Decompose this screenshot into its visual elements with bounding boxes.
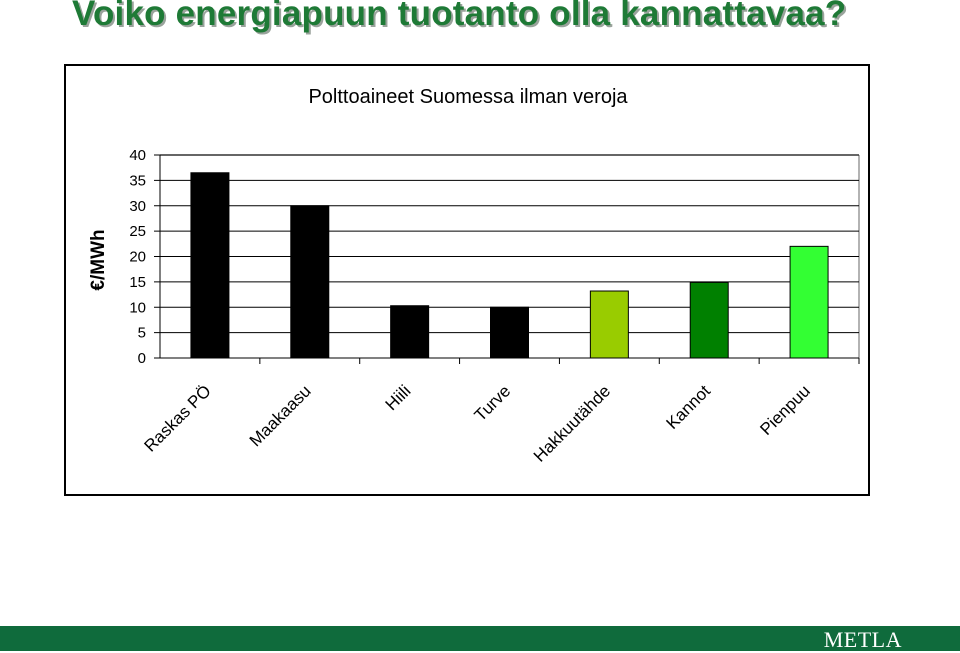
x-tick-label: Pienpuu [756,381,814,439]
footer-bar: METLA [0,626,960,652]
bar-hiili [390,305,430,359]
x-tick-label: Kannot [663,381,715,433]
slide-title: Voiko energiapuun tuotanto olla kannatta… [72,0,847,33]
x-tick-label: Hakkuutähde [530,381,614,465]
y-tick-label: 35 [129,172,146,189]
y-tick-label: 40 [129,147,146,164]
x-tick-label: Maakaasu [246,381,315,450]
y-tick-label: 20 [129,249,146,266]
y-tick-label: 15 [129,274,146,291]
footer-logo: METLA [823,627,902,652]
plot-area: 0 5 10 15 20 25 30 35 40 Raskas PÖ Maakaasu Hiili Tu… [129,147,860,466]
chart-frame: Polttoaineet Suomessa ilman veroja €/MWh… [64,64,870,496]
y-tick-label: 5 [138,325,146,342]
bar-pienpuu [789,245,829,359]
bar-raskas-p- [190,172,230,359]
y-tick-label: 10 [129,299,146,316]
x-tick-label: Raskas PÖ [141,381,215,455]
bar-turve [490,306,529,359]
x-tick-label: Turve [471,381,515,425]
y-tick-label: 25 [129,223,146,240]
y-tick-label: 30 [129,198,146,215]
y-tick-label: 0 [138,350,146,367]
bar-hakkuut-hde [589,290,629,359]
bar-kannot [689,281,729,359]
chart-title: Polttoaineet Suomessa ilman veroja [308,86,628,108]
bar-maakaasu [290,205,330,359]
y-axis-label: €/MWh [88,229,109,290]
bar-chart: Polttoaineet Suomessa ilman veroja €/MWh… [88,86,860,466]
x-tick-label: Hiili [382,381,415,414]
